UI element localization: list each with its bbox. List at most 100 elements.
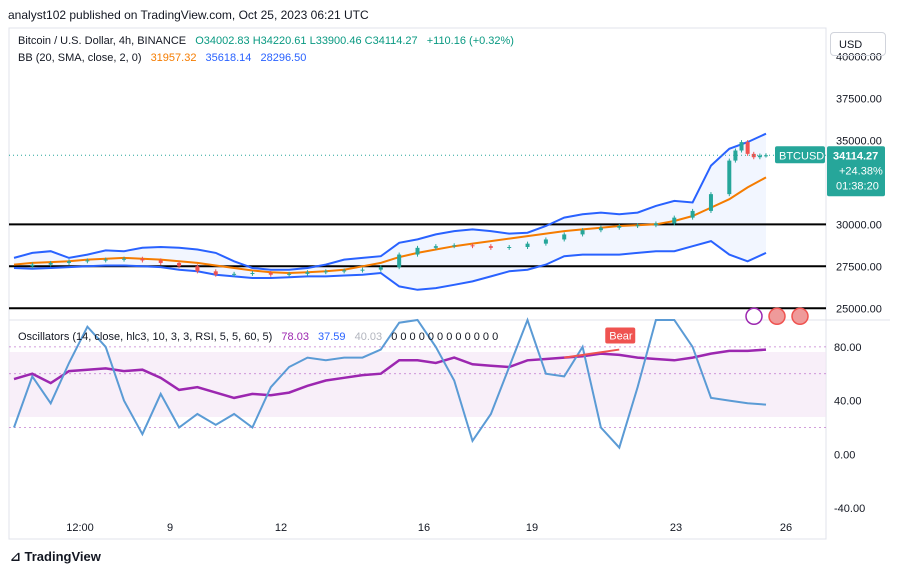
candle-body[interactable] — [617, 226, 622, 228]
tradingview-logo-icon: ⊿ — [10, 549, 25, 564]
oscillator-label[interactable]: Oscillators (14, close, hlc3, 10, 3, 3, … — [18, 331, 273, 343]
oscillator-zeros: 0 0 0 0 0 0 0 0 0 0 0 0 — [391, 331, 499, 343]
candle-body[interactable] — [122, 258, 127, 260]
price-tick-label: 40000.00 — [836, 52, 882, 64]
bb-legend: BB (20, SMA, close, 2, 0) 31957.32 35618… — [18, 52, 306, 64]
candle-body[interactable] — [653, 223, 658, 226]
candle-body[interactable] — [727, 160, 732, 195]
time-tick-label: 26 — [780, 522, 792, 534]
price-badge — [827, 146, 885, 197]
candle-body[interactable] — [213, 271, 218, 275]
symbol-name[interactable]: Bitcoin / U.S. Dollar, 4h, BINANCE — [18, 35, 187, 47]
ohlc-low: L33900.46 — [309, 35, 362, 47]
bb-lower-line[interactable] — [13, 240, 767, 291]
bb-label[interactable]: BB (20, SMA, close, 2, 0) — [18, 52, 142, 64]
candle-body[interactable] — [140, 258, 145, 261]
ohlc-change: +110.16 (+0.32%) — [426, 35, 514, 47]
main-pane — [9, 132, 826, 310]
us-flag-icon[interactable] — [791, 307, 809, 326]
bb-upper-value: 31957.32 — [150, 52, 197, 64]
candle-body[interactable] — [525, 243, 530, 247]
bb-basis-line[interactable] — [13, 176, 767, 275]
plot-area — [8, 27, 827, 540]
price-tick-label: 30000.00 — [836, 219, 882, 231]
publisher-line: analyst102 published on TradingView.com,… — [8, 8, 369, 22]
tradingview-logo[interactable]: ⊿ TradingView — [10, 549, 101, 565]
price-tick-label: 35000.00 — [836, 135, 882, 147]
price-tick-label: 37500.00 — [836, 93, 882, 105]
candle-body[interactable] — [562, 234, 567, 240]
candle-body[interactable] — [635, 225, 640, 227]
candle-body[interactable] — [378, 267, 383, 270]
candle-body[interactable] — [342, 270, 347, 272]
candle-body[interactable] — [287, 273, 292, 275]
bear-label: Bear — [609, 331, 633, 343]
candle-body[interactable] — [543, 239, 548, 244]
candle-body[interactable] — [690, 210, 695, 218]
candle-body[interactable] — [360, 269, 365, 271]
time-tick-label: 9 — [167, 522, 173, 534]
candle-body[interactable] — [177, 262, 182, 267]
change-percent-label: +24.38% — [839, 165, 883, 177]
lightning-icon[interactable] — [745, 307, 763, 326]
oscillator-band — [9, 352, 826, 417]
time-tick-label: 16 — [418, 522, 430, 534]
candle-body[interactable] — [232, 273, 237, 275]
oscillator-tick-label: 40.00 — [834, 396, 862, 408]
candle-body[interactable] — [488, 246, 493, 248]
bar-countdown-label: 01:38:20 — [836, 180, 879, 192]
candle-body[interactable] — [268, 273, 273, 275]
time-tick-label: 19 — [526, 522, 538, 534]
time-tick-label: 12:00 — [66, 522, 94, 534]
rsi-line[interactable] — [13, 348, 767, 400]
candle-body[interactable] — [250, 273, 255, 275]
candle-body[interactable] — [598, 227, 603, 231]
candle-body[interactable] — [323, 271, 328, 273]
oscillator-value-3: 40.03 — [354, 331, 383, 343]
candle-body[interactable] — [733, 150, 738, 161]
candle-body[interactable] — [452, 245, 457, 247]
ohlc-high: H34220.61 — [252, 35, 307, 47]
candle-body[interactable] — [397, 254, 402, 268]
symbol-legend: Bitcoin / U.S. Dollar, 4h, BINANCE O3400… — [18, 35, 514, 47]
price-tick-label: 27500.00 — [836, 261, 882, 273]
candle-body[interactable] — [103, 259, 108, 261]
candle-body[interactable] — [672, 217, 677, 224]
candle-body[interactable] — [739, 142, 744, 151]
bb-upper-line[interactable] — [13, 132, 767, 271]
candle-body[interactable] — [158, 260, 163, 263]
candle-body[interactable] — [757, 155, 762, 158]
candle-body[interactable] — [305, 272, 310, 274]
candle-body[interactable] — [67, 261, 72, 263]
oscillator-legend: Oscillators (14, close, hlc3, 10, 3, 3, … — [18, 331, 498, 343]
ohlc-close: C34114.27 — [364, 35, 418, 47]
candle-body[interactable] — [30, 264, 35, 267]
candle-body[interactable] — [580, 230, 585, 235]
ticker-badge[interactable] — [775, 146, 825, 164]
oscillator-tick-label: -40.00 — [834, 503, 865, 515]
candle-body[interactable] — [745, 142, 750, 154]
candle-body[interactable] — [195, 266, 200, 272]
oscillator-value-1: 78.03 — [281, 331, 309, 343]
ohlc-open: O34002.83 — [195, 35, 250, 47]
price-tick-label: 25000.00 — [836, 303, 882, 315]
candle-body[interactable] — [415, 247, 420, 255]
stochastic-line[interactable] — [13, 317, 767, 450]
candle-body[interactable] — [48, 262, 53, 265]
bb-lower-value: 28296.50 — [260, 52, 307, 64]
candle-body[interactable] — [433, 246, 438, 248]
axes: 40000.0037500.0035000.0032500.0030000.00… — [66, 52, 885, 534]
currency-button[interactable]: USD — [830, 32, 886, 56]
us-flag-icon[interactable] — [768, 307, 786, 326]
candle-body[interactable] — [507, 247, 512, 248]
ticker-label: BTCUSD — [779, 150, 824, 162]
candle-body[interactable] — [708, 194, 713, 211]
bb-mid-value: 35618.14 — [205, 52, 252, 64]
candle-body[interactable] — [85, 260, 90, 262]
bear-badge[interactable] — [605, 327, 636, 344]
current-price-label: 34114.27 — [833, 150, 878, 162]
candle-body[interactable] — [470, 245, 475, 247]
bear-divergence-line[interactable] — [564, 348, 620, 359]
